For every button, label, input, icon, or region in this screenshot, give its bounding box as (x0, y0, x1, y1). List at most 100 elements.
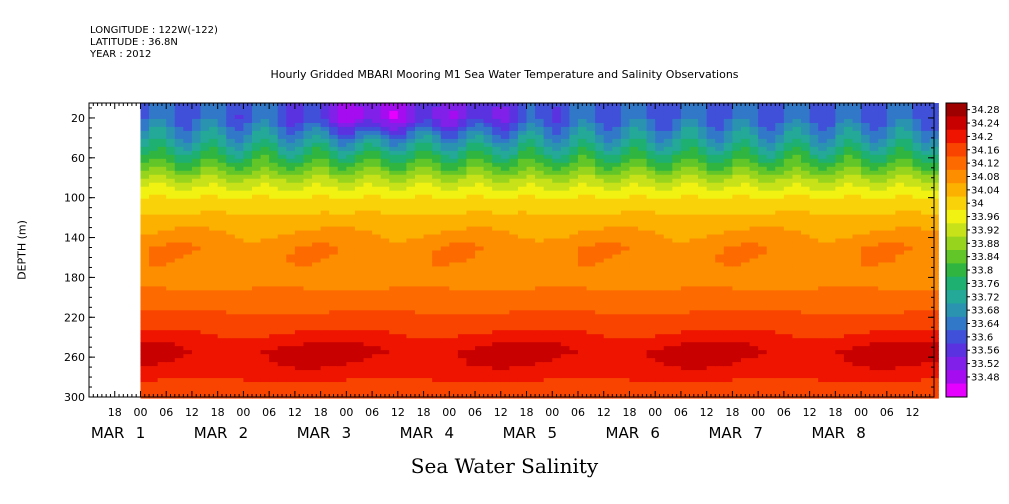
heatmap-cell (706, 250, 716, 256)
heatmap-cell (337, 318, 347, 323)
heatmap-cell (432, 354, 442, 359)
heatmap-cell (483, 314, 493, 319)
heatmap-cell (603, 106, 613, 112)
heatmap-cell (560, 118, 571, 124)
heatmap-cell (560, 334, 571, 339)
heatmap-cell (269, 170, 279, 176)
heatmap-cell (698, 170, 708, 176)
heatmap-cell (380, 258, 390, 264)
heatmap-cell (466, 234, 476, 240)
heatmap-cell (457, 178, 468, 184)
heatmap-cell (234, 158, 245, 164)
heatmap-cell (706, 206, 716, 212)
heatmap-cell (174, 234, 184, 240)
heatmap-cell (174, 354, 184, 359)
heatmap-cell (492, 274, 502, 280)
heatmap-cell (414, 310, 425, 315)
heatmap-cell (294, 338, 305, 343)
heatmap-cell (260, 346, 270, 351)
heatmap-cell (269, 186, 279, 192)
heatmap-cell (191, 358, 202, 363)
heatmap-cell (423, 246, 433, 252)
heatmap-cell (337, 274, 347, 280)
heatmap-cell (706, 246, 716, 252)
heatmap-cell (706, 210, 716, 216)
heatmap-cell (612, 130, 622, 136)
heatmap-cell (492, 266, 502, 272)
heatmap-cell (423, 290, 433, 295)
heatmap-cell (526, 378, 536, 383)
heatmap-cell (586, 146, 596, 152)
heatmap-cell (457, 158, 468, 164)
heatmap-cell (466, 338, 476, 343)
heatmap-cell (414, 110, 425, 116)
heatmap-cell (449, 198, 459, 204)
heatmap-cell (509, 146, 519, 152)
heatmap-cell (646, 298, 656, 303)
heatmap-cell (638, 146, 648, 152)
heatmap-cell (586, 370, 596, 375)
heatmap-cell (226, 270, 236, 276)
heatmap-cell (140, 214, 150, 220)
heatmap-cell (329, 114, 339, 120)
heatmap-cell (577, 194, 588, 200)
heatmap-cell (423, 126, 433, 132)
heatmap-cell (526, 170, 536, 176)
heatmap-cell (200, 210, 210, 216)
heatmap-cell (140, 222, 150, 228)
heatmap-cell (552, 326, 562, 331)
heatmap-cell (432, 186, 442, 192)
heatmap-cell (638, 290, 648, 295)
heatmap-cell (715, 170, 725, 176)
heatmap-cell (346, 346, 356, 351)
heatmap-cell (174, 250, 184, 256)
heatmap-cell (183, 178, 193, 184)
heatmap-cell (586, 170, 596, 176)
heatmap-cell (689, 174, 699, 180)
heatmap-cell (372, 242, 382, 248)
heatmap-cell (517, 150, 528, 156)
heatmap-cell (638, 174, 648, 180)
heatmap-cell (526, 374, 536, 379)
heatmap-cell (277, 378, 287, 383)
heatmap-cell (312, 294, 322, 299)
heatmap-cell (655, 354, 665, 359)
heatmap-cell (354, 190, 365, 196)
heatmap-cell (672, 230, 682, 236)
heatmap-cell (277, 374, 287, 379)
heatmap-cell (526, 142, 536, 148)
heatmap-cell (595, 226, 605, 232)
heatmap-cell (663, 198, 673, 204)
heatmap-cell (655, 166, 665, 172)
heatmap-cell (457, 118, 468, 124)
heatmap-cell (612, 290, 622, 295)
heatmap-cell (414, 354, 425, 359)
heatmap-cell (303, 210, 313, 216)
heatmap-cell (449, 166, 459, 172)
heatmap-cell (389, 158, 399, 164)
heatmap-cell (483, 222, 493, 228)
heatmap-cell (406, 294, 416, 299)
heatmap-cell (346, 170, 356, 176)
heatmap-cell (432, 278, 442, 283)
heatmap-cell (389, 174, 399, 180)
heatmap-cell (663, 366, 673, 371)
heatmap-cell (509, 178, 519, 184)
heatmap-cell (166, 130, 176, 136)
heatmap-cell (509, 338, 519, 343)
heatmap-cell (243, 154, 253, 160)
heatmap-cell (698, 158, 708, 164)
heatmap-cell (655, 250, 665, 256)
heatmap-cell (603, 314, 613, 319)
heatmap-cell (638, 350, 648, 355)
heatmap-cell (492, 386, 502, 391)
heatmap-cell (294, 378, 305, 383)
heatmap-cell (689, 194, 699, 200)
heatmap-cell (320, 134, 330, 140)
heatmap-cell (646, 202, 656, 208)
heatmap-cell (698, 194, 708, 200)
heatmap-cell (166, 210, 176, 216)
heatmap-cell (560, 202, 571, 208)
heatmap-cell (620, 166, 631, 172)
heatmap-cell (140, 162, 150, 168)
